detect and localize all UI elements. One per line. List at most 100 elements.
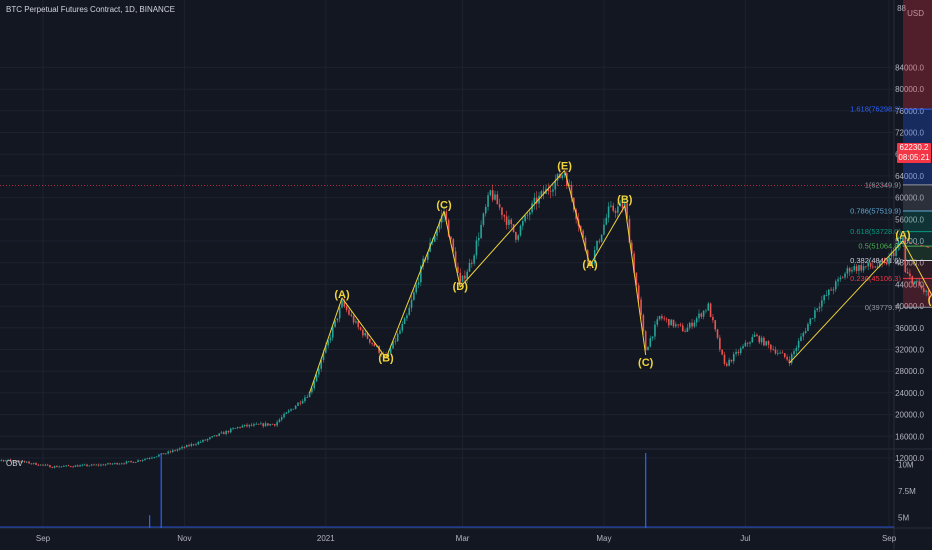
fibonacci-retracement: 0(39779.7) 0.236(45106.3) 0.382(48401.6) 0.… (850, 0, 932, 312)
candle-body (324, 345, 327, 353)
candle-body (705, 310, 707, 312)
candle-body (107, 463, 109, 465)
candle-body (440, 215, 443, 223)
candle-body (457, 266, 459, 273)
candle-body (357, 321, 360, 328)
candle-body (292, 408, 295, 410)
candle-body (114, 462, 116, 464)
candle-body (742, 346, 744, 349)
candle-body (297, 402, 299, 406)
candle-body (751, 336, 754, 343)
last-price-value: 62230.2 (899, 143, 929, 152)
candle-body (28, 461, 30, 464)
candle-body (867, 263, 870, 267)
currency-label: USD (907, 9, 924, 18)
candle-body (371, 342, 373, 344)
candle-body (637, 285, 640, 300)
candle-body (505, 216, 508, 225)
candle-body (858, 265, 860, 271)
candle-body (23, 461, 26, 463)
candle-body (375, 345, 378, 347)
candle-body (688, 322, 691, 328)
candle-body (693, 322, 696, 327)
candle-body (739, 348, 742, 354)
y-tick-label: 64000.0 (895, 172, 924, 181)
candle-body (341, 300, 343, 308)
candle-body (158, 454, 160, 457)
candle-body (881, 261, 883, 263)
candle-body (396, 333, 399, 342)
candle-body (352, 315, 355, 323)
candle-body (229, 428, 232, 433)
candle-body (213, 435, 216, 437)
candle-body (127, 461, 130, 463)
candle-body (146, 458, 149, 460)
candle-body (366, 332, 369, 339)
candle-body (232, 428, 234, 430)
candle-body (480, 224, 482, 239)
candle-body (271, 423, 274, 425)
candle-body (197, 442, 200, 445)
candle-body (389, 348, 392, 353)
candle-body (522, 221, 524, 226)
candle-body (49, 465, 51, 468)
candle-body (172, 450, 174, 452)
candle-body (723, 354, 726, 364)
candle-body (188, 445, 190, 446)
x-tick-label: Mar (456, 534, 470, 543)
candle-body (800, 336, 802, 341)
candle-body (471, 262, 473, 264)
candle-body (90, 464, 93, 466)
candle-body (607, 206, 610, 218)
fib-level-label: 1(62349.9) (865, 180, 902, 189)
candle-body (225, 430, 227, 435)
candle-body (672, 319, 675, 327)
candle-body (202, 439, 204, 442)
candle-body (14, 460, 16, 462)
candle-body (503, 215, 506, 217)
candle-body (223, 432, 225, 435)
candle-body (668, 319, 670, 326)
x-tick-label: Sep (36, 534, 51, 543)
candle-body (888, 256, 890, 265)
candle-body (790, 354, 793, 364)
candle-body (700, 313, 703, 317)
candle-body (916, 281, 918, 283)
candle-body (192, 444, 195, 445)
wave-label: (A) (582, 259, 598, 271)
candle-body (644, 331, 647, 351)
candle-body (848, 268, 851, 272)
candle-body (380, 352, 383, 355)
candle-body (874, 266, 876, 268)
candle-body (155, 456, 158, 458)
wave-label: (A) (334, 289, 350, 301)
candle-body (287, 410, 290, 413)
candle-body (181, 446, 183, 449)
candle-body (647, 346, 649, 351)
candle-body (97, 464, 100, 466)
candle-body (904, 237, 907, 272)
candle-body (830, 289, 832, 291)
candle-body (596, 240, 598, 251)
candle-body (364, 332, 367, 336)
candle-body (178, 448, 181, 450)
candle-body (897, 242, 900, 248)
candle-body (709, 303, 712, 318)
candle-body (501, 207, 503, 216)
candle-body (169, 451, 172, 453)
candle-body (76, 465, 79, 467)
candle-body (345, 306, 348, 311)
candle-body (844, 273, 846, 278)
candle-body (531, 203, 533, 213)
candle-body (765, 341, 768, 346)
candle-body (770, 344, 772, 350)
candle-body (443, 211, 445, 216)
candle-body (584, 237, 587, 251)
candle-body (248, 424, 251, 427)
candle-body (276, 421, 278, 426)
candle-body (675, 324, 677, 327)
candle-body (895, 247, 897, 256)
candle-body (311, 388, 313, 393)
candle-body (772, 349, 774, 351)
